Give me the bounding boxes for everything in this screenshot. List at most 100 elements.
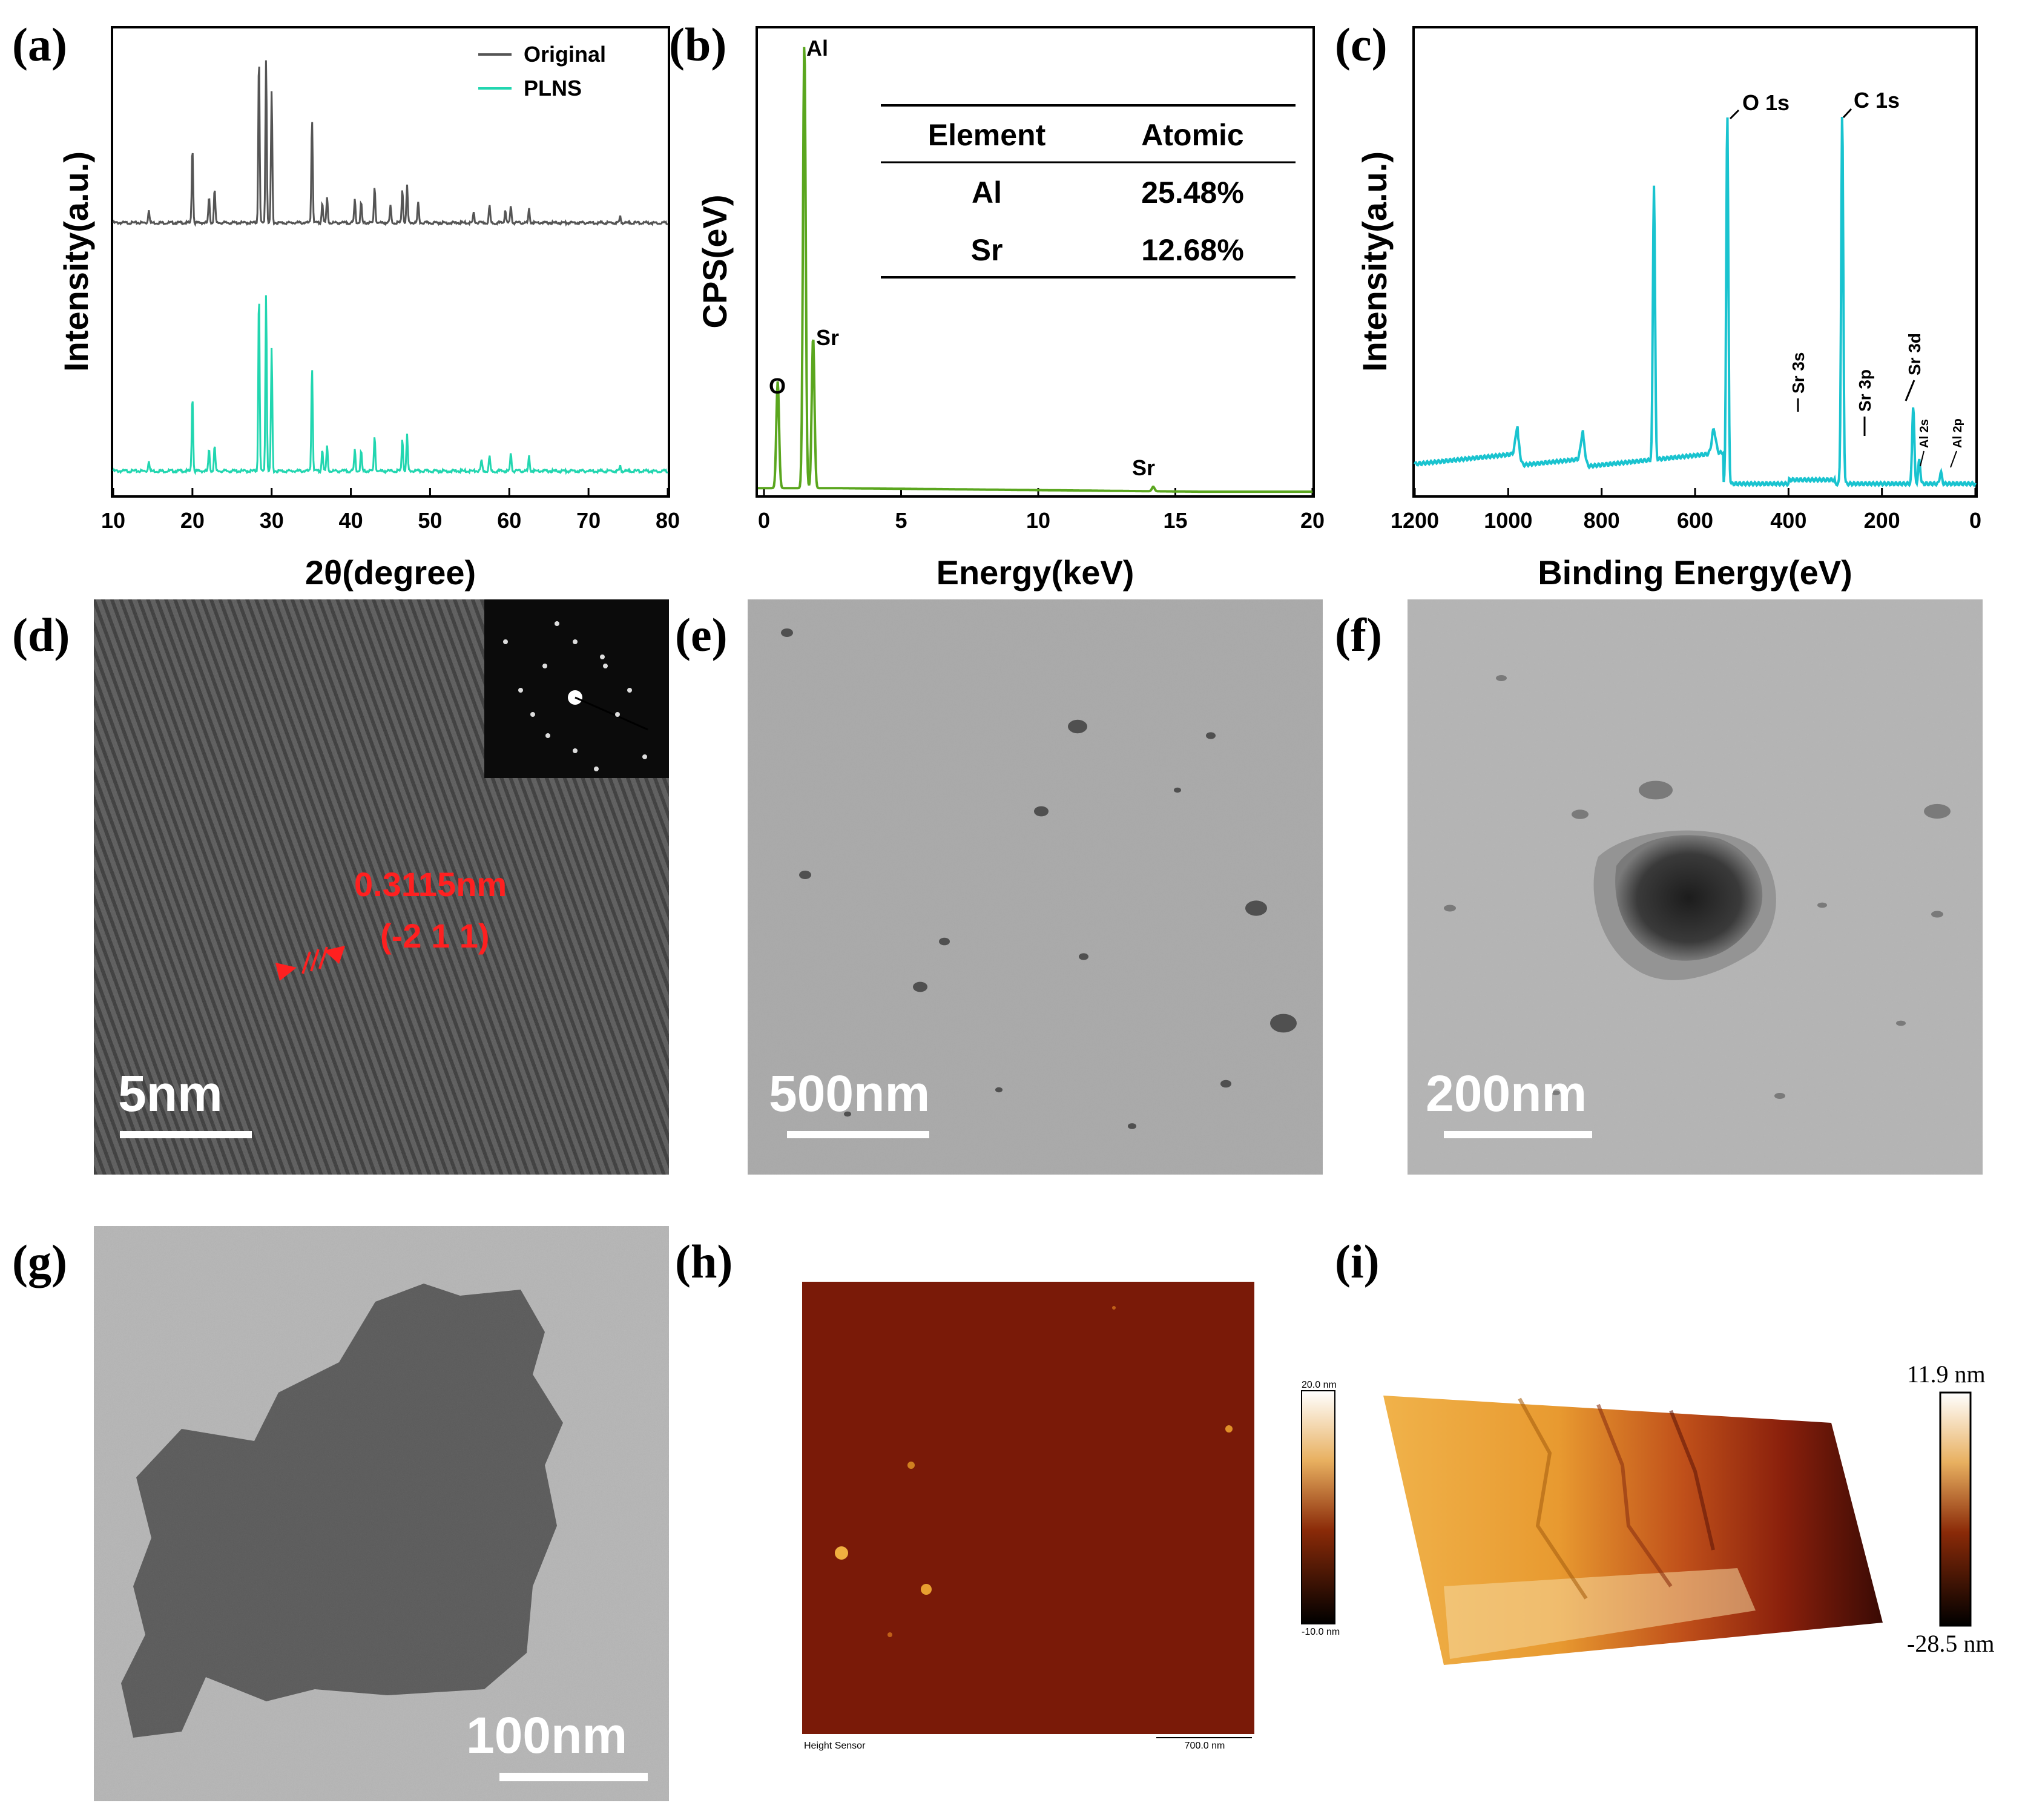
nanosheet-particle: [1615, 835, 1763, 961]
saed-beam-stop: [575, 696, 648, 731]
panel-b-x-ticks: 0 5 10 15 20: [758, 488, 1325, 533]
tem-noise-e: [748, 599, 1323, 1175]
afm-particle-1: [835, 1546, 848, 1560]
xps-label-o1s: O 1s: [1742, 90, 1790, 115]
panel-e: (e) 500nm: [675, 599, 1323, 1175]
panel-i: (i) 11.9 nm -28.5 nm: [1335, 1235, 1994, 1665]
saed-spot: [518, 688, 523, 693]
saed-spot: [545, 733, 550, 738]
xps-leader-c1s: [1842, 108, 1852, 119]
legend-original-label: Original: [524, 42, 606, 67]
panel-h: (h) Height Sensor 700.0 nm 20.0 nm -10.0…: [675, 1235, 1340, 1751]
scale-bar-label-e: 500nm: [769, 1065, 930, 1122]
table-cell-sr: Sr: [971, 233, 1003, 267]
x-tick-label: 400: [1770, 508, 1806, 533]
table-cell-sr-value: 12.68%: [1141, 233, 1244, 267]
panel-a: (a) 10 20 30 40 50 60 70 80 Original PLNS 2θ(de…: [12, 18, 680, 592]
afm-sensor-label: Height Sensor: [804, 1741, 866, 1751]
afm-3d-step-1: [1518, 1397, 1588, 1600]
particle: [1572, 809, 1589, 819]
particles-e: [781, 628, 1297, 1129]
scale-bar-d: [120, 1131, 252, 1138]
particle: [1174, 787, 1181, 793]
x-tick-label: 20: [1300, 508, 1325, 533]
afm-colorbar-max: 20.0 nm: [1302, 1380, 1337, 1390]
lattice-plane-label: (-2 1 1): [380, 917, 490, 955]
panel-a-frame: [111, 26, 670, 498]
afm-particle-6: [1112, 1306, 1116, 1310]
panel-d: (d) 0.3115nm (-2 1 1) 5nm: [12, 599, 669, 1175]
particle: [844, 1111, 851, 1117]
particle: [995, 1087, 1003, 1093]
x-tick-label: 80: [656, 508, 680, 533]
particle: [939, 937, 950, 946]
saed-spot: [627, 688, 632, 693]
panel-a-label: (a): [12, 18, 67, 71]
series-plns-line: [112, 295, 668, 475]
peak-label-o: O: [769, 374, 786, 398]
composition-table: Element Atomic Al 25.48% Sr 12.68%: [881, 104, 1296, 279]
table-cell-al-value: 25.48%: [1141, 176, 1244, 209]
afm-particle-2: [921, 1584, 932, 1595]
lattice-fringe-3: [318, 946, 328, 969]
particle: [1034, 806, 1049, 817]
x-tick-label: 20: [180, 508, 205, 533]
afm3d-colorbar-max: 11.9 nm: [1907, 1360, 1986, 1388]
lattice-arrow-right: [324, 946, 345, 964]
xps-leader-al2p: [1950, 450, 1957, 468]
panel-b: (b) 0 5 10 15 20 Al O Sr Sr Element Atomic A…: [669, 18, 1325, 592]
panel-a-x-ticks: 10 20 30 40 50 60 70 80: [101, 488, 680, 533]
panel-a-ylabel: Intensity(a.u.): [57, 151, 95, 372]
particles-f: [1444, 675, 1951, 1099]
particle: [1270, 1014, 1297, 1033]
x-tick-label: 15: [1163, 508, 1187, 533]
afm-particle-3: [907, 1462, 915, 1469]
particle: [913, 981, 927, 992]
saed-spot: [603, 664, 608, 668]
particle: [1924, 803, 1951, 819]
saed-spot: [573, 639, 578, 644]
x-tick-label: 10: [101, 508, 125, 533]
afm-colorbar: [1301, 1390, 1335, 1624]
peak-label-sr: Sr: [816, 325, 839, 350]
afm-scale-label: 700.0 nm: [1185, 1741, 1225, 1751]
particle: [1220, 1080, 1231, 1088]
xps-label-sr3s: Sr 3s: [1789, 352, 1808, 394]
afm3d-colorbar: [1939, 1391, 1972, 1627]
particle: [1774, 1093, 1785, 1099]
saed-spot: [615, 712, 620, 717]
particle: [1068, 719, 1087, 734]
afm-height-map: [802, 1282, 1254, 1734]
x-tick-label: 5: [895, 508, 907, 533]
x-tick-label: 10: [1026, 508, 1050, 533]
saed-spot: [530, 712, 535, 717]
afm-3d-highlight: [1444, 1568, 1756, 1659]
panel-g: (g) 100nm: [12, 1226, 669, 1801]
particle: [1128, 1123, 1136, 1129]
afm-colorbar-min: -10.0 nm: [1302, 1627, 1340, 1637]
saed-spot: [642, 754, 647, 759]
xps-survey-line: [1414, 116, 1977, 487]
panel-b-ylabel: CPS(eV): [696, 195, 734, 329]
xps-label-c1s: C 1s: [1854, 88, 1900, 113]
particle: [799, 871, 811, 879]
xps-label-al2p: Al 2p: [1951, 418, 1964, 448]
saed-spot: [594, 767, 599, 771]
eds-spectrum-line: [758, 47, 1312, 493]
lattice-fringe-2: [310, 949, 320, 972]
panel-g-label: (g): [12, 1235, 67, 1288]
afm3d-colorbar-min: -28.5 nm: [1907, 1630, 1994, 1657]
panel-c-xlabel: Binding Energy(eV): [1538, 553, 1852, 592]
saed-spots: [503, 621, 647, 771]
table-cell-al: Al: [972, 176, 1002, 209]
panel-f-label: (f): [1335, 608, 1382, 661]
x-tick-label: 70: [576, 508, 601, 533]
particle: [1206, 732, 1216, 739]
particle: [1896, 1020, 1906, 1026]
panel-c: (c) 1200 1000 800 600 400 200 0 O 1s C 1s Sr 3…: [1335, 18, 1981, 592]
x-tick-label: 600: [1677, 508, 1713, 533]
x-tick-label: 40: [339, 508, 363, 533]
afm-3d-step-2: [1596, 1403, 1673, 1588]
x-tick-label: 30: [260, 508, 284, 533]
